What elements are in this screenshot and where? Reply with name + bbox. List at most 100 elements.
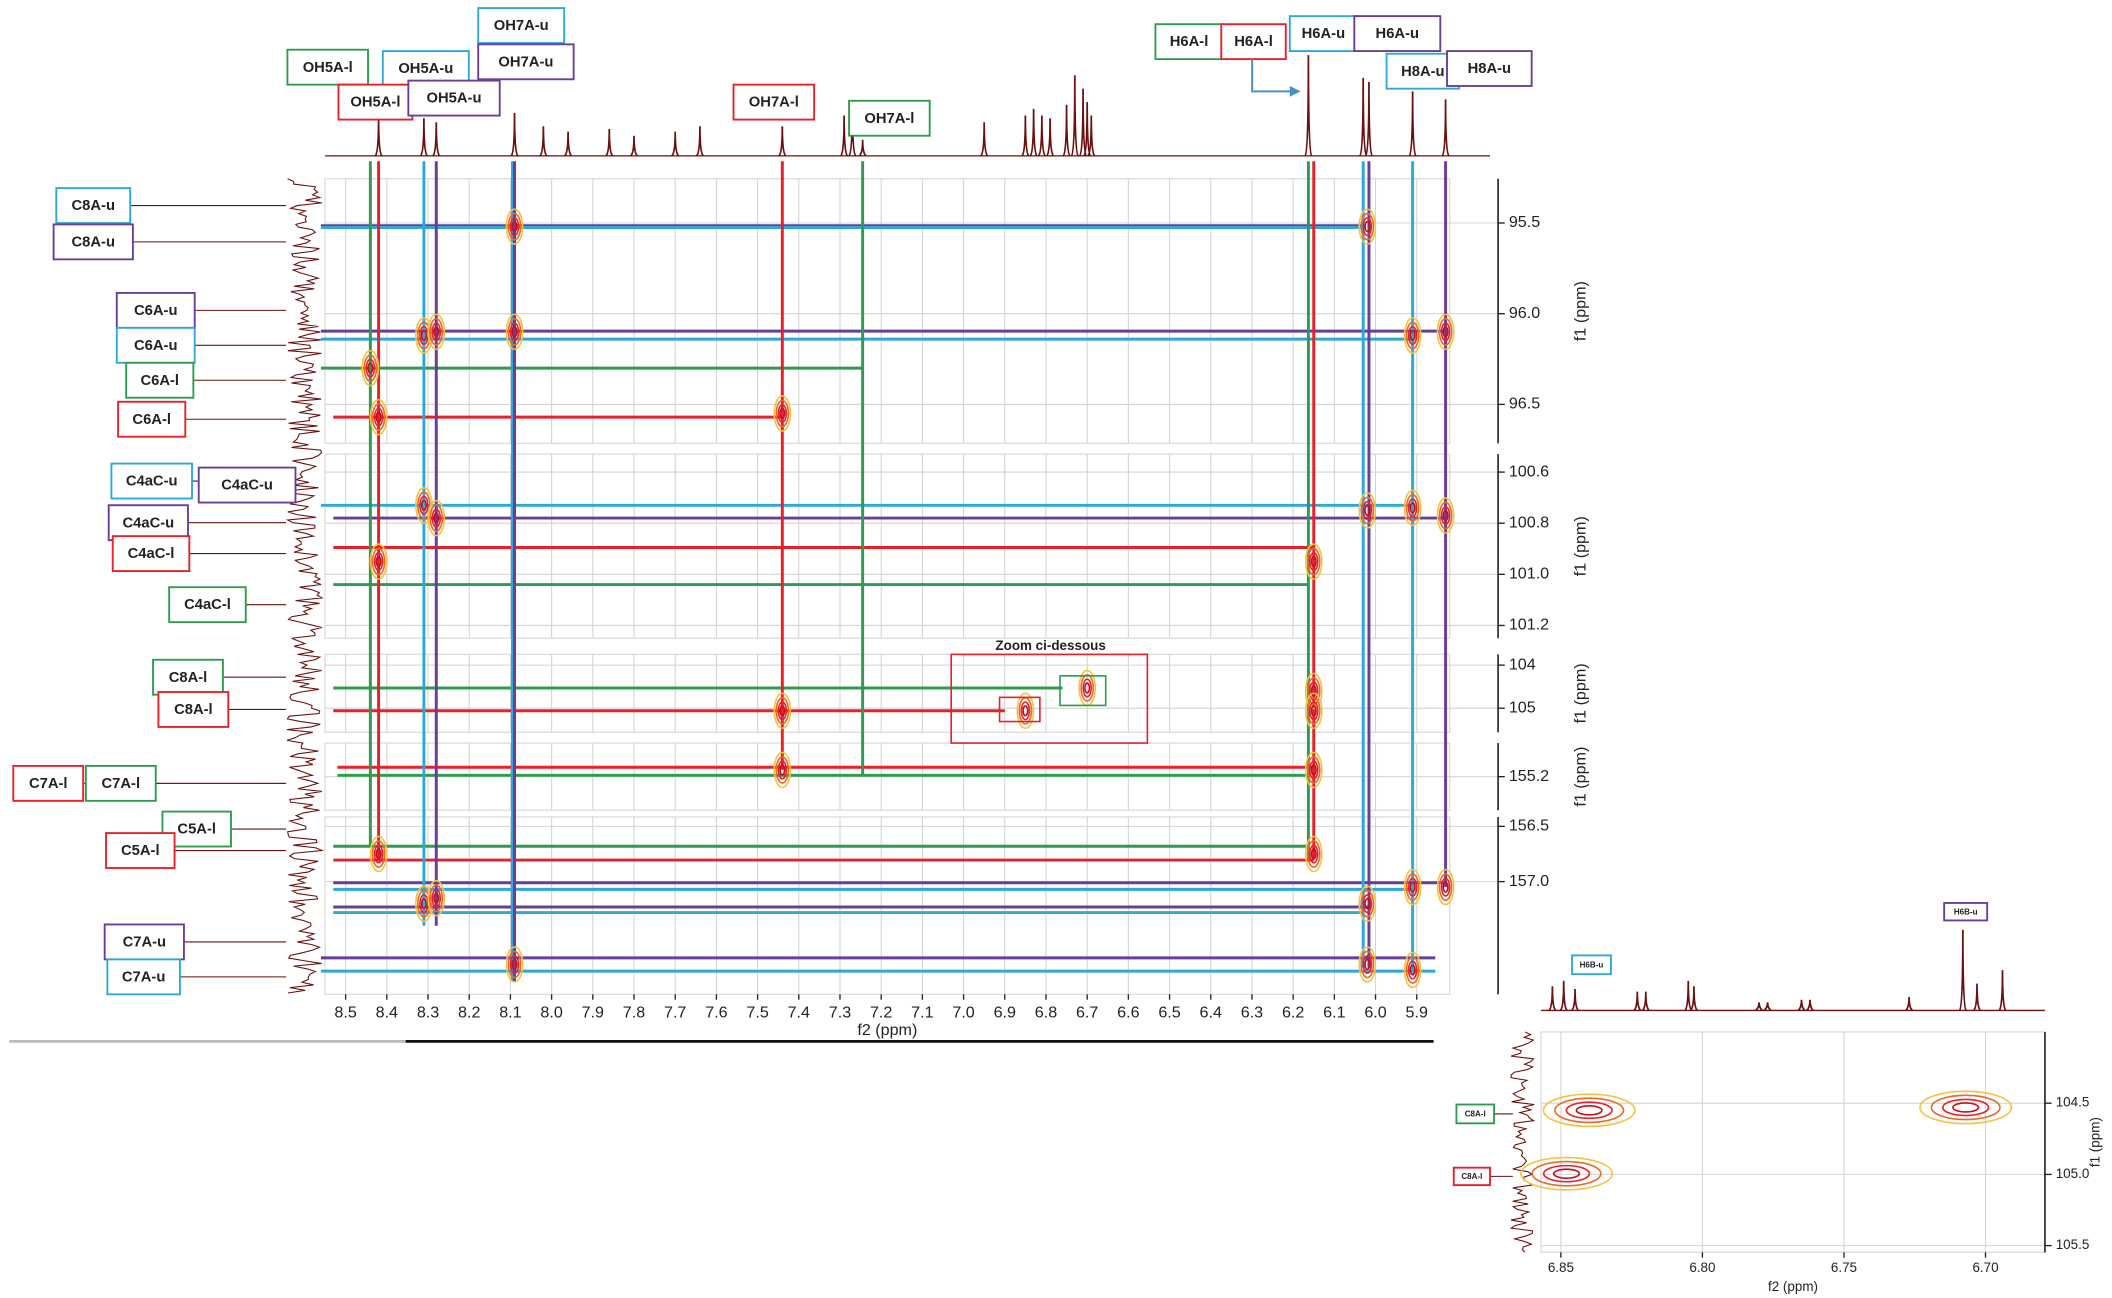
label-text: OH5A-u — [427, 91, 482, 107]
x-axis-label: f2 (ppm) — [857, 1021, 917, 1039]
x-tick-label: 6.75 — [1831, 1260, 1857, 1275]
spectrum-peak — [419, 118, 428, 157]
cross-peak — [1310, 705, 1317, 717]
x-tick-label: 8.4 — [376, 1003, 398, 1021]
cross-peak — [1942, 1098, 1990, 1117]
cross-peak — [431, 508, 442, 528]
spectrum-peak — [1359, 77, 1368, 157]
spectrum-peak — [1559, 980, 1568, 1012]
cross-peak — [1542, 1164, 1591, 1183]
cross-peak — [1919, 1090, 2013, 1125]
x-tick-label: 6.2 — [1282, 1003, 1304, 1021]
label-box — [197, 466, 297, 504]
spectrum-peak — [1037, 115, 1046, 157]
label-text: C5A-l — [121, 843, 160, 859]
label-text: C8A-l — [1465, 1110, 1486, 1119]
cross-peak — [779, 407, 786, 420]
cross-peak — [1403, 868, 1422, 906]
spectrum-peak — [1408, 91, 1417, 157]
label-text: C6A-u — [134, 303, 177, 319]
cross-peak — [1306, 677, 1321, 705]
cross-peak — [371, 403, 386, 432]
y-tick-label: 101.0 — [1509, 565, 1549, 583]
x-tick-label: 7.2 — [870, 1003, 892, 1021]
cross-peak — [777, 760, 788, 780]
cross-peak — [429, 504, 444, 532]
panel — [1540, 1031, 2046, 1253]
cross-peak — [420, 499, 427, 511]
cross-peak — [373, 844, 384, 864]
cross-peak — [507, 950, 522, 979]
label-box — [1943, 902, 1989, 922]
cross-peak — [1308, 552, 1319, 572]
label-box — [407, 79, 501, 117]
cross-peak — [511, 220, 518, 233]
cross-peak — [415, 885, 433, 922]
label-text: C8A-u — [72, 198, 115, 214]
label-text: C4aC-l — [128, 546, 175, 562]
spectrum-peak — [1021, 115, 1030, 157]
y-tick-label: 105.0 — [2056, 1166, 2090, 1181]
x-tick-label: 6.70 — [1972, 1260, 1998, 1275]
x-tick-label: 8.3 — [417, 1003, 439, 1021]
cross-peak — [1310, 764, 1317, 776]
cross-peak — [363, 354, 378, 383]
cross-peak — [505, 208, 524, 245]
cross-peak — [1405, 873, 1420, 902]
spectrum-peak — [1083, 102, 1092, 157]
cross-peak — [505, 313, 524, 351]
cross-peak — [1304, 751, 1323, 789]
spectrum-peak — [980, 122, 989, 157]
cross-peak — [1531, 1160, 1602, 1187]
cross-peak — [1358, 492, 1377, 529]
spectrum-peak — [1633, 991, 1642, 1012]
cross-peak — [1438, 873, 1453, 902]
spectrum-peak — [1046, 118, 1055, 157]
cross-peak — [1407, 960, 1418, 980]
x-tick-label: 5.9 — [1406, 1003, 1428, 1021]
cross-peak — [429, 884, 444, 913]
cross-peak — [1308, 701, 1319, 721]
cross-peak — [361, 349, 380, 387]
cross-peak — [1080, 674, 1095, 702]
cross-peak — [511, 326, 518, 338]
y-tick-label: 156.5 — [1509, 817, 1549, 835]
label-box — [107, 504, 189, 542]
cross-peak — [1304, 692, 1323, 730]
y-axis-label: f1 (ppm) — [2088, 1117, 2103, 1167]
cross-peak — [1565, 1101, 1613, 1120]
label-text: C5A-l — [177, 822, 216, 838]
cross-peak — [1405, 956, 1420, 984]
x-tick-label: 6.4 — [1200, 1003, 1222, 1021]
cross-peak — [1308, 844, 1319, 864]
label-text: OH7A-l — [864, 111, 914, 127]
label-box — [157, 691, 230, 728]
cross-peak — [1084, 682, 1091, 694]
label-text: C7A-l — [102, 776, 141, 792]
spectrum-peak — [510, 112, 519, 157]
x-tick-label: 6.5 — [1158, 1003, 1180, 1021]
label-text: C7A-l — [29, 776, 68, 792]
cross-peak — [1403, 489, 1422, 527]
cross-peak — [1407, 498, 1418, 518]
label-text: H6B-u — [1954, 907, 1978, 916]
label-text: C6A-l — [140, 373, 179, 389]
cross-peak — [1407, 877, 1418, 897]
cross-peak — [1022, 705, 1029, 717]
y-tick-label: 96.5 — [1509, 395, 1540, 413]
x-tick-label: 8.0 — [540, 1003, 562, 1021]
cross-peak — [427, 499, 446, 537]
cross-peak — [1358, 946, 1377, 983]
cross-peak — [1358, 885, 1377, 922]
label-box — [111, 535, 191, 573]
spectrum-peak — [1441, 99, 1450, 157]
cross-peak — [1364, 504, 1371, 517]
cross-peak — [1442, 509, 1449, 522]
panel — [324, 653, 1451, 733]
zoom-target — [998, 696, 1041, 723]
label-box — [1154, 23, 1224, 61]
cross-peak — [1952, 1102, 1980, 1113]
spectrum-peak — [1689, 986, 1698, 1012]
y-tick-label: 104 — [1509, 655, 1536, 673]
label-box — [103, 923, 185, 961]
